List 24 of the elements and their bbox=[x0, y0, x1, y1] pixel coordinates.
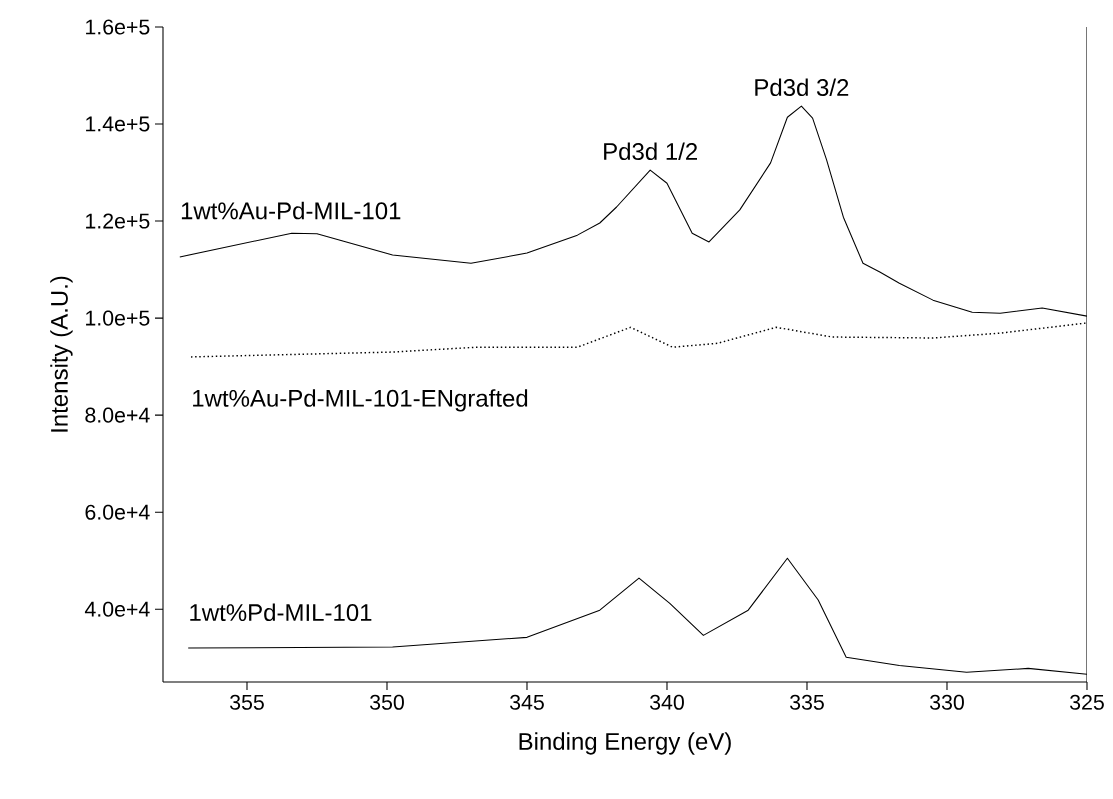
x-tick-label: 330 bbox=[930, 694, 964, 710]
y-tick-label: 1.0e+5 bbox=[86, 310, 150, 326]
y-tick-label: 1.2e+5 bbox=[86, 213, 150, 229]
line-series bbox=[179, 105, 1087, 317]
series-label: 1wt%Au-Pd-MIL-101-ENgrafted bbox=[193, 389, 528, 412]
x-tick-label: 345 bbox=[510, 694, 544, 710]
y-tick-label: 6.0e+4 bbox=[85, 504, 150, 520]
y-axis-title: Intensity (A.U.) bbox=[50, 276, 73, 432]
series-label: 1wt%Au-Pd-MIL-101 bbox=[181, 201, 401, 220]
annotation: Pd3d 1/2 bbox=[604, 142, 697, 161]
x-tick-label: 340 bbox=[650, 694, 684, 710]
series-label: 1wt%Pd-MIL-101 bbox=[190, 603, 372, 622]
annotation: Pd3d 3/2 bbox=[755, 78, 849, 97]
x-tick-label: 350 bbox=[370, 694, 404, 710]
y-tick-label: 8.0e+4 bbox=[85, 407, 150, 423]
y-tick-label: 1.4e+5 bbox=[86, 116, 150, 132]
x-tick-label: 335 bbox=[790, 694, 824, 710]
line-series bbox=[187, 557, 1087, 675]
x-tick-label: 355 bbox=[230, 694, 264, 710]
x-axis-title: Binding Energy (eV) bbox=[519, 732, 731, 755]
y-tick-label: 1.6e+5 bbox=[86, 19, 150, 35]
x-tick-label: 325 bbox=[1070, 694, 1104, 710]
y-tick-label: 4.0e+4 bbox=[84, 601, 150, 617]
line-series bbox=[190, 322, 1087, 358]
